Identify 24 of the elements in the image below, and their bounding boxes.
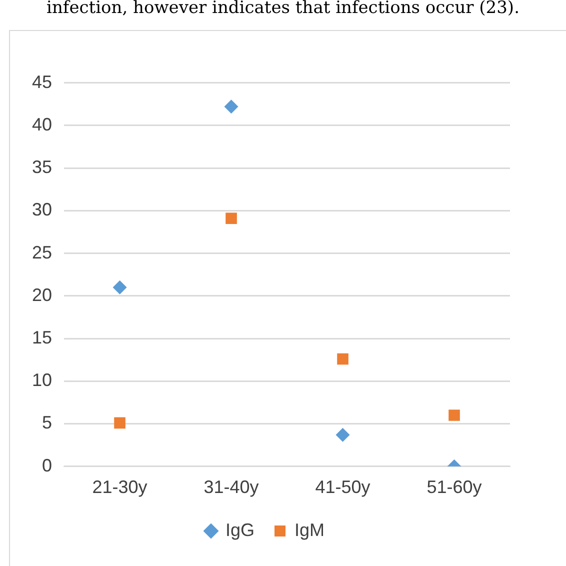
y-tick-label: 10 [32,370,52,390]
y-tick-label: 20 [32,284,52,305]
y-tick-label: 30 [32,200,52,220]
point [337,353,348,365]
y-tick-label: 40 [32,114,52,134]
y-tick-label: 25 [32,242,52,262]
x-tick-label: 41-50y [315,477,370,498]
y-tick-label: 5 [42,412,52,433]
legend-label: IgM [294,520,325,540]
x-tick-label: 21-30y [92,477,148,498]
point [336,428,350,442]
x-tick-label: 31-40y [204,477,259,498]
y-tick-label: 15 [32,328,52,348]
y-tick-label: 0 [42,455,52,476]
x-tick-label: 51-60y [426,477,482,498]
point [448,410,460,421]
point [224,100,238,114]
point [112,280,127,294]
y-tick-label: 35 [32,157,52,178]
point [226,212,237,224]
y-tick-label: 45 [32,72,52,92]
point [114,417,126,429]
legend-label: IgG [225,520,255,540]
text: infection, however indicates that infections occur (23). [46,0,520,18]
